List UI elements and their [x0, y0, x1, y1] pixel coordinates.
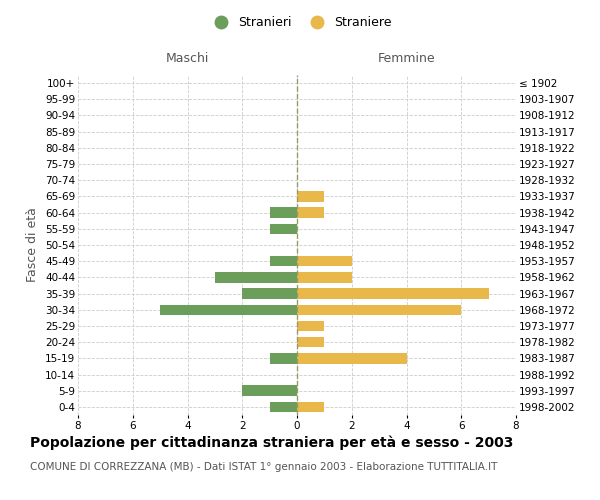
Bar [269, 353, 297, 364]
Text: Femmine: Femmine [377, 52, 436, 65]
Bar [297, 272, 352, 282]
Bar [297, 256, 352, 266]
Bar [297, 353, 407, 364]
Bar [297, 288, 488, 299]
Bar [269, 208, 297, 218]
Legend: Stranieri, Straniere: Stranieri, Straniere [203, 11, 397, 34]
Bar [297, 337, 325, 347]
Bar [215, 272, 297, 282]
Bar [242, 386, 297, 396]
Bar [297, 208, 325, 218]
Bar [269, 402, 297, 412]
Bar [297, 402, 325, 412]
Bar [297, 191, 325, 202]
Text: Maschi: Maschi [166, 52, 209, 65]
Bar [297, 304, 461, 315]
Bar [297, 320, 325, 331]
Y-axis label: Fasce di età: Fasce di età [26, 208, 40, 282]
Text: Popolazione per cittadinanza straniera per età e sesso - 2003: Popolazione per cittadinanza straniera p… [30, 435, 514, 450]
Bar [269, 256, 297, 266]
Bar [242, 288, 297, 299]
Bar [269, 224, 297, 234]
Text: COMUNE DI CORREZZANA (MB) - Dati ISTAT 1° gennaio 2003 - Elaborazione TUTTITALIA: COMUNE DI CORREZZANA (MB) - Dati ISTAT 1… [30, 462, 497, 472]
Bar [160, 304, 297, 315]
